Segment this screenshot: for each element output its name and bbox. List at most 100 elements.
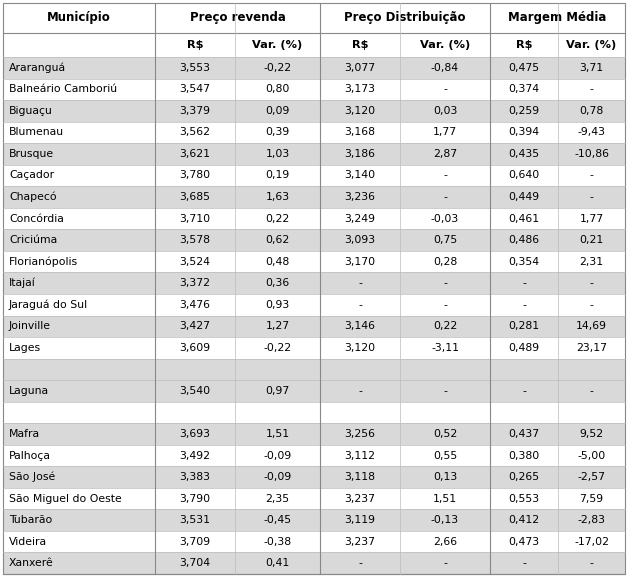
Text: 3,780: 3,780 — [180, 170, 210, 181]
Text: -0,38: -0,38 — [263, 537, 291, 546]
Text: 3,621: 3,621 — [180, 149, 210, 159]
Text: 3,119: 3,119 — [345, 515, 376, 525]
Text: 3,237: 3,237 — [345, 493, 376, 504]
Text: 3,540: 3,540 — [180, 386, 210, 396]
Text: Biguaçu: Biguaçu — [9, 106, 53, 116]
Text: -: - — [443, 278, 447, 288]
Text: 3,476: 3,476 — [180, 299, 210, 310]
Bar — [3, 531, 625, 552]
Bar — [3, 164, 625, 186]
Text: 3,118: 3,118 — [345, 472, 376, 482]
Text: 3,173: 3,173 — [345, 84, 376, 94]
Bar — [3, 33, 625, 57]
Bar — [3, 122, 625, 143]
Text: 3,170: 3,170 — [344, 257, 376, 267]
Text: 0,36: 0,36 — [266, 278, 290, 288]
Text: 2,87: 2,87 — [433, 149, 457, 159]
Text: Criciúma: Criciúma — [9, 235, 57, 245]
Text: Joinville: Joinville — [9, 321, 51, 331]
Text: -3,11: -3,11 — [431, 343, 459, 353]
Text: 3,146: 3,146 — [345, 321, 376, 331]
Bar — [3, 57, 625, 78]
Bar — [3, 337, 625, 358]
Text: Jaraguá do Sul: Jaraguá do Sul — [9, 299, 88, 310]
Text: R$: R$ — [352, 40, 368, 50]
Text: 0,394: 0,394 — [509, 128, 539, 137]
Text: 3,704: 3,704 — [180, 558, 210, 568]
Text: 3,120: 3,120 — [344, 106, 376, 116]
Text: 0,259: 0,259 — [509, 106, 539, 116]
Text: -0,09: -0,09 — [263, 472, 291, 482]
Text: 3,609: 3,609 — [180, 343, 210, 353]
Bar — [3, 466, 625, 488]
Text: 3,093: 3,093 — [344, 235, 376, 245]
Text: 0,41: 0,41 — [266, 558, 290, 568]
Bar — [3, 488, 625, 509]
Text: 2,35: 2,35 — [266, 493, 290, 504]
Text: São Miguel do Oeste: São Miguel do Oeste — [9, 493, 122, 504]
Text: -: - — [590, 192, 593, 202]
Text: 0,09: 0,09 — [265, 106, 290, 116]
Text: 0,473: 0,473 — [509, 537, 539, 546]
Text: 3,71: 3,71 — [580, 63, 604, 73]
Text: 3,709: 3,709 — [180, 537, 210, 546]
Text: 0,461: 0,461 — [509, 213, 539, 223]
Text: 0,28: 0,28 — [433, 257, 457, 267]
Text: 0,22: 0,22 — [266, 213, 290, 223]
Text: 1,51: 1,51 — [266, 429, 290, 439]
Text: R$: R$ — [516, 40, 533, 50]
Bar — [3, 294, 625, 316]
Text: 0,48: 0,48 — [266, 257, 290, 267]
Text: -: - — [358, 386, 362, 396]
Text: -2,57: -2,57 — [578, 472, 605, 482]
Text: 3,140: 3,140 — [344, 170, 376, 181]
Text: Brusque: Brusque — [9, 149, 54, 159]
Text: Preço revenda: Preço revenda — [190, 12, 286, 24]
Bar — [3, 251, 625, 272]
Text: 0,03: 0,03 — [433, 106, 457, 116]
Text: -5,00: -5,00 — [577, 451, 605, 460]
Text: 3,249: 3,249 — [345, 213, 376, 223]
Text: R$: R$ — [187, 40, 203, 50]
Text: Mafra: Mafra — [9, 429, 40, 439]
Text: -: - — [590, 386, 593, 396]
Text: 7,59: 7,59 — [580, 493, 604, 504]
Text: 0,78: 0,78 — [580, 106, 604, 116]
Text: Videira: Videira — [9, 537, 47, 546]
Text: Xanxerê: Xanxerê — [9, 558, 54, 568]
Text: 1,51: 1,51 — [433, 493, 457, 504]
Text: 3,710: 3,710 — [180, 213, 210, 223]
Text: 1,77: 1,77 — [580, 213, 604, 223]
Text: Araranguá: Araranguá — [9, 62, 66, 73]
Text: 3,077: 3,077 — [344, 63, 376, 73]
Text: -: - — [590, 278, 593, 288]
Text: 3,372: 3,372 — [180, 278, 210, 288]
Text: -: - — [590, 170, 593, 181]
Text: 3,112: 3,112 — [345, 451, 376, 460]
Text: 3,547: 3,547 — [180, 84, 210, 94]
Text: 1,63: 1,63 — [266, 192, 290, 202]
Text: -: - — [522, 278, 526, 288]
Text: 0,640: 0,640 — [509, 170, 539, 181]
Text: 14,69: 14,69 — [576, 321, 607, 331]
Text: -10,86: -10,86 — [574, 149, 609, 159]
Text: 3,524: 3,524 — [180, 257, 210, 267]
Text: 0,62: 0,62 — [266, 235, 290, 245]
Text: Margem Média: Margem Média — [508, 12, 607, 24]
Text: -: - — [443, 299, 447, 310]
Text: 0,475: 0,475 — [509, 63, 539, 73]
Text: 3,693: 3,693 — [180, 429, 210, 439]
Text: Lages: Lages — [9, 343, 41, 353]
Text: 1,27: 1,27 — [266, 321, 290, 331]
Text: 0,19: 0,19 — [266, 170, 290, 181]
Text: Itajaí: Itajaí — [9, 278, 36, 288]
Text: 3,236: 3,236 — [345, 192, 376, 202]
Text: Florianópolis: Florianópolis — [9, 256, 78, 267]
Text: 3,562: 3,562 — [180, 128, 210, 137]
Text: 0,489: 0,489 — [509, 343, 539, 353]
Text: -0,22: -0,22 — [263, 63, 291, 73]
Text: 0,449: 0,449 — [509, 192, 539, 202]
Text: -: - — [443, 84, 447, 94]
Text: -0,13: -0,13 — [431, 515, 459, 525]
Text: -: - — [443, 192, 447, 202]
